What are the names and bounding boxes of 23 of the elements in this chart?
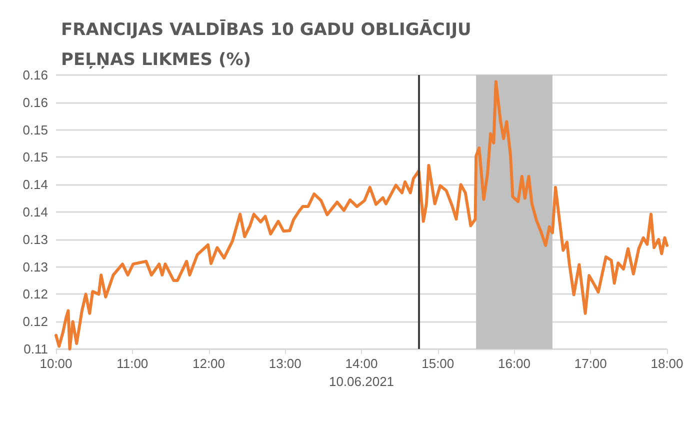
- y-tick-label: 0.13: [22, 232, 48, 247]
- y-tick-label: 0.14: [22, 177, 48, 192]
- x-tick-label: 15:00: [422, 356, 454, 371]
- y-tick-label: 0.11: [24, 342, 48, 356]
- line-series: [54, 80, 668, 350]
- x-tick-label: 10:00: [40, 356, 72, 371]
- x-tick-label: 14:00: [345, 356, 378, 371]
- x-tick-label: 17:00: [574, 356, 607, 371]
- y-tick-label: 0.15: [22, 150, 48, 165]
- x-tick-label: 11:00: [116, 356, 148, 371]
- x-tick-label: 16:00: [498, 356, 531, 371]
- y-tick-label: 0.13: [22, 259, 48, 274]
- x-axis-title: 10.06.2021: [328, 374, 394, 389]
- y-tick-label: 0.14: [22, 204, 48, 220]
- y-tick-label: 0.15: [22, 122, 48, 138]
- x-tick-label: 18:00: [650, 356, 684, 371]
- chart-title: FRANCIJAS VALDĪBAS 10 GADU OBLIGĀCIJU PEĻŅAS LIKMES (%): [61, 19, 472, 70]
- y-tick-label: 0.16: [22, 68, 48, 82]
- y-tick-label: 0.16: [22, 94, 48, 110]
- y-tick-label: 0.12: [22, 314, 48, 330]
- x-tick-label: 13:00: [268, 356, 302, 371]
- y-tick-label: 0.12: [22, 286, 48, 302]
- x-tick-label: 12:00: [192, 356, 226, 371]
